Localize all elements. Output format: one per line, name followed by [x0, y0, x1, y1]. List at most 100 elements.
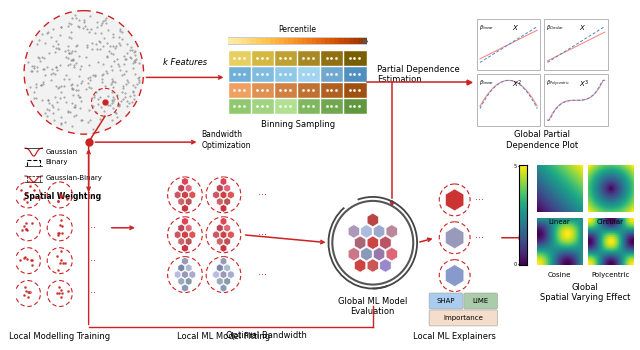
FancyBboxPatch shape: [252, 37, 256, 43]
FancyBboxPatch shape: [358, 37, 362, 43]
Text: ···: ···: [257, 230, 266, 240]
FancyBboxPatch shape: [266, 37, 270, 43]
Text: Linear: Linear: [548, 219, 570, 225]
FancyBboxPatch shape: [237, 37, 242, 43]
Text: SHAP: SHAP: [436, 298, 455, 304]
FancyBboxPatch shape: [321, 37, 325, 43]
Text: ···: ···: [476, 233, 484, 243]
Text: Circular: Circular: [596, 219, 624, 225]
Text: ···: ···: [56, 289, 63, 298]
FancyBboxPatch shape: [275, 67, 297, 82]
Text: ···: ···: [257, 270, 266, 280]
FancyBboxPatch shape: [344, 37, 349, 43]
FancyBboxPatch shape: [325, 37, 330, 43]
FancyBboxPatch shape: [335, 37, 339, 43]
FancyBboxPatch shape: [228, 37, 233, 43]
FancyBboxPatch shape: [298, 51, 320, 66]
Text: $X^2$: $X^2$: [512, 78, 522, 90]
FancyBboxPatch shape: [464, 293, 497, 309]
Text: ···: ···: [257, 190, 266, 200]
Text: k Features: k Features: [163, 58, 207, 68]
FancyBboxPatch shape: [275, 83, 297, 98]
Text: Local Modelling Training: Local Modelling Training: [9, 332, 110, 341]
FancyBboxPatch shape: [228, 67, 251, 82]
Text: Global ML Model
Evaluation: Global ML Model Evaluation: [338, 296, 408, 316]
FancyBboxPatch shape: [477, 75, 540, 126]
FancyBboxPatch shape: [275, 99, 297, 114]
FancyBboxPatch shape: [429, 310, 497, 326]
Text: $X^3$: $X^3$: [579, 78, 589, 90]
Text: LIME: LIME: [472, 298, 489, 304]
Text: ···: ···: [24, 289, 32, 298]
Text: Percentile: Percentile: [278, 25, 317, 34]
FancyBboxPatch shape: [228, 99, 251, 114]
FancyBboxPatch shape: [321, 67, 344, 82]
Text: $\beta_{Polycentric}$: $\beta_{Polycentric}$: [546, 78, 570, 89]
FancyBboxPatch shape: [316, 37, 321, 43]
Text: ···: ···: [87, 288, 96, 299]
Text: Binary: Binary: [45, 159, 68, 165]
FancyBboxPatch shape: [275, 51, 297, 66]
Text: ···: ···: [87, 223, 96, 233]
Text: ···: ···: [87, 190, 96, 200]
Text: Binning Sampling: Binning Sampling: [260, 120, 335, 129]
FancyBboxPatch shape: [344, 83, 367, 98]
FancyBboxPatch shape: [477, 19, 540, 70]
FancyBboxPatch shape: [247, 37, 252, 43]
FancyBboxPatch shape: [260, 37, 266, 43]
FancyBboxPatch shape: [349, 37, 353, 43]
FancyBboxPatch shape: [312, 37, 316, 43]
Text: $\beta_{linear}$: $\beta_{linear}$: [479, 78, 493, 88]
Text: Optimal Bandwidth: Optimal Bandwidth: [227, 331, 307, 341]
FancyBboxPatch shape: [270, 37, 275, 43]
FancyBboxPatch shape: [302, 37, 307, 43]
Text: Gaussian: Gaussian: [45, 149, 77, 155]
FancyBboxPatch shape: [242, 37, 247, 43]
Text: ···: ···: [87, 256, 96, 266]
FancyBboxPatch shape: [307, 37, 312, 43]
FancyBboxPatch shape: [544, 19, 608, 70]
FancyBboxPatch shape: [321, 51, 344, 66]
FancyBboxPatch shape: [252, 51, 274, 66]
FancyBboxPatch shape: [330, 37, 335, 43]
FancyBboxPatch shape: [284, 37, 289, 43]
Text: $\beta_{Circular}$: $\beta_{Circular}$: [546, 23, 564, 32]
FancyBboxPatch shape: [544, 75, 608, 126]
Text: Local ML Model Fitting: Local ML Model Fitting: [177, 332, 270, 341]
Text: Local ML Explainers: Local ML Explainers: [413, 332, 496, 341]
Text: Bandwidth
Optimization: Bandwidth Optimization: [202, 131, 251, 150]
Text: Global Partial
Dependence Plot: Global Partial Dependence Plot: [506, 130, 579, 149]
Text: Global
Spatial Varying Effect: Global Spatial Varying Effect: [540, 282, 630, 302]
FancyBboxPatch shape: [429, 293, 463, 309]
FancyBboxPatch shape: [293, 37, 298, 43]
FancyBboxPatch shape: [279, 37, 284, 43]
FancyBboxPatch shape: [344, 51, 367, 66]
Text: Cosine: Cosine: [547, 272, 571, 278]
FancyBboxPatch shape: [252, 67, 274, 82]
FancyBboxPatch shape: [298, 67, 320, 82]
Text: $X$: $X$: [579, 23, 586, 32]
FancyBboxPatch shape: [362, 37, 367, 43]
Circle shape: [332, 201, 413, 285]
FancyBboxPatch shape: [256, 37, 260, 43]
FancyBboxPatch shape: [298, 37, 302, 43]
Text: Spatial Weighting: Spatial Weighting: [24, 192, 101, 201]
FancyBboxPatch shape: [228, 83, 251, 98]
FancyBboxPatch shape: [339, 37, 344, 43]
FancyBboxPatch shape: [228, 51, 251, 66]
Text: ···: ···: [476, 195, 484, 205]
Text: Polycentric: Polycentric: [591, 272, 629, 278]
Text: $X$: $X$: [512, 23, 519, 32]
FancyBboxPatch shape: [275, 37, 279, 43]
Circle shape: [24, 10, 143, 134]
FancyBboxPatch shape: [289, 37, 293, 43]
FancyBboxPatch shape: [321, 83, 344, 98]
FancyBboxPatch shape: [321, 99, 344, 114]
Text: Importance: Importance: [444, 315, 483, 321]
FancyBboxPatch shape: [353, 37, 358, 43]
Text: $\beta_{linear}$: $\beta_{linear}$: [479, 23, 493, 32]
Text: Partial Dependence
Estimation: Partial Dependence Estimation: [377, 65, 460, 84]
FancyBboxPatch shape: [344, 99, 367, 114]
FancyBboxPatch shape: [298, 99, 320, 114]
FancyBboxPatch shape: [233, 37, 237, 43]
